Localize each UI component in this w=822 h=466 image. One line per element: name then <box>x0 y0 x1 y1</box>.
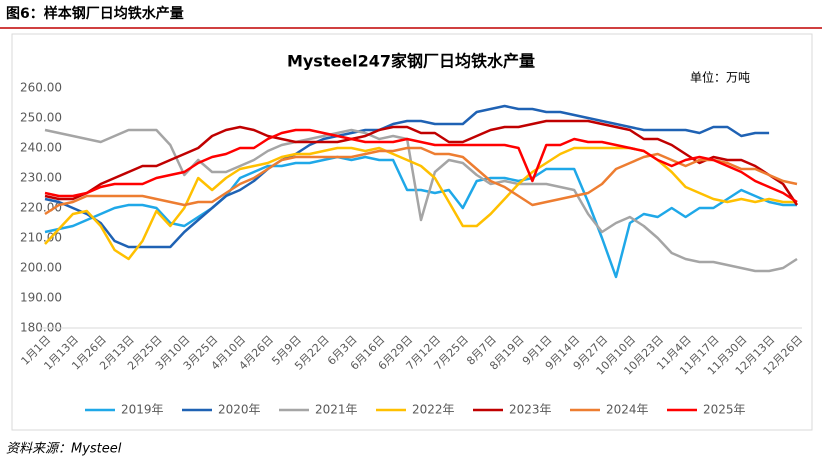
legend-label: 2021年 <box>315 403 358 417</box>
series-line <box>44 119 799 206</box>
legend-label: 2023年 <box>509 403 552 417</box>
legend-label: 2024年 <box>606 403 649 417</box>
y-tick-label: 190.00 <box>20 291 62 305</box>
y-tick-label: 230.00 <box>20 171 62 185</box>
series-line <box>44 104 770 249</box>
legend-label: 2020年 <box>218 403 261 417</box>
legend-label: 2022年 <box>412 403 455 417</box>
y-tick-label: 250.00 <box>20 111 62 125</box>
y-tick-label: 200.00 <box>20 261 62 275</box>
chart-frame <box>11 33 813 431</box>
source: 资料来源：Mysteel <box>6 442 122 457</box>
series-line <box>44 128 798 273</box>
y-tick-label: 260.00 <box>20 81 62 95</box>
series-line <box>44 146 797 261</box>
unit-label: 单位：万吨 <box>690 70 750 85</box>
y-tick-label: 210.00 <box>20 231 62 245</box>
y-tick-label: 240.00 <box>20 141 62 155</box>
chart-title: Mysteel247家钢厂日均铁水产量 <box>287 52 535 71</box>
legend-label: 2019年 <box>121 403 164 417</box>
series-line <box>44 155 797 279</box>
page-title: 图6：样本钢厂日均铁水产量 <box>6 5 184 22</box>
series-line <box>44 128 798 204</box>
legend-label: 2025年 <box>703 403 746 417</box>
series-line <box>44 146 798 216</box>
